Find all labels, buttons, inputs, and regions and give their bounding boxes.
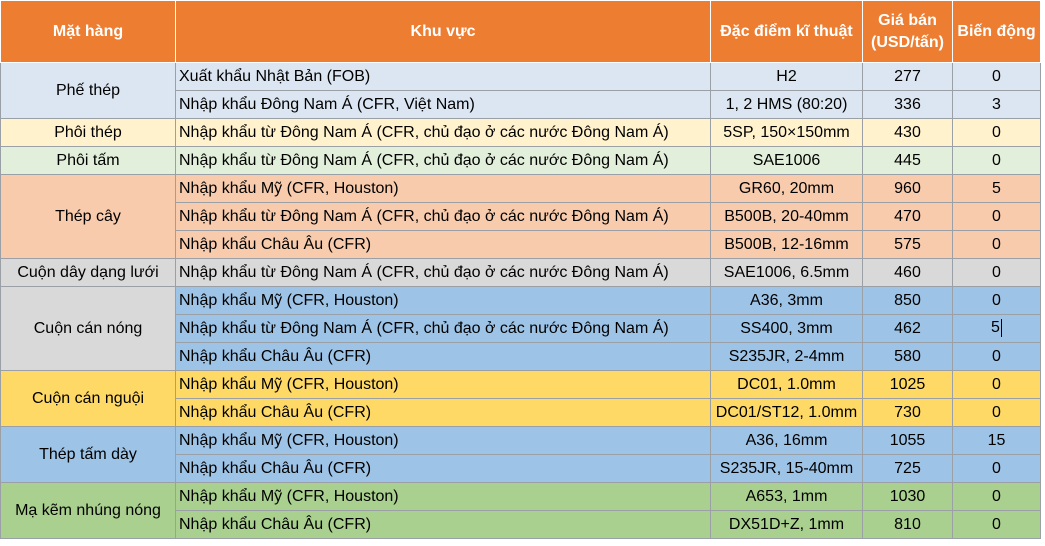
- spec-cell[interactable]: S235JR, 15-40mm: [710, 454, 863, 483]
- spec-cell[interactable]: 5SP, 150×150mm: [710, 118, 863, 147]
- change-cell[interactable]: 3: [952, 90, 1041, 119]
- spec-cell[interactable]: S235JR, 2-4mm: [710, 342, 863, 371]
- spec-cell[interactable]: 1, 2 HMS (80:20): [710, 90, 863, 119]
- spec-cell[interactable]: DX51D+Z, 1mm: [710, 510, 863, 539]
- product-cell-cuon-day[interactable]: Cuộn dây dạng lưới: [0, 258, 176, 287]
- spec-cell[interactable]: GR60, 20mm: [710, 174, 863, 203]
- price-cell[interactable]: 430: [862, 118, 953, 147]
- spec-cell[interactable]: B500B, 12-16mm: [710, 230, 863, 259]
- header-price-line2: (USD/tấn): [871, 33, 944, 51]
- region-cell[interactable]: Nhập khẩu từ Đông Nam Á (CFR, chủ đạo ở …: [175, 146, 711, 175]
- change-cell-active[interactable]: 5: [952, 314, 1041, 343]
- price-cell[interactable]: 580: [862, 342, 953, 371]
- change-cell[interactable]: 0: [952, 62, 1041, 91]
- table-row: Cuộn cán nóng Nhập khẩu Mỹ (CFR, Houston…: [0, 286, 1041, 371]
- spec-cell[interactable]: SAE1006: [710, 146, 863, 175]
- change-cell[interactable]: 0: [952, 342, 1041, 371]
- price-cell[interactable]: 850: [862, 286, 953, 315]
- table-row: Cuộn dây dạng lưới Nhập khẩu từ Đông Nam…: [0, 258, 1041, 287]
- region-cell[interactable]: Nhập khẩu Đông Nam Á (CFR, Việt Nam): [175, 90, 711, 119]
- table-row: Thép tấm dày Nhập khẩu Mỹ (CFR, Houston)…: [0, 426, 1041, 483]
- price-cell[interactable]: 1030: [862, 482, 953, 511]
- change-cell[interactable]: 0: [952, 398, 1041, 427]
- price-cell[interactable]: 1025: [862, 370, 953, 399]
- price-cell[interactable]: 1055: [862, 426, 953, 455]
- region-cell[interactable]: Nhập khẩu Châu Âu (CFR): [175, 230, 711, 259]
- product-cell-thep-cay[interactable]: Thép cây: [0, 174, 176, 259]
- spec-cell[interactable]: B500B, 20-40mm: [710, 202, 863, 231]
- change-cell[interactable]: 0: [952, 482, 1041, 511]
- table-row: Mạ kẽm nhúng nóng Nhập khẩu Mỹ (CFR, Hou…: [0, 482, 1041, 539]
- change-cell[interactable]: 15: [952, 426, 1041, 455]
- region-cell[interactable]: Nhập khẩu Mỹ (CFR, Houston): [175, 174, 711, 203]
- spec-cell[interactable]: SAE1006, 6.5mm: [710, 258, 863, 287]
- change-cell[interactable]: 0: [952, 286, 1041, 315]
- table-row: Thép cây Nhập khẩu Mỹ (CFR, Houston) GR6…: [0, 174, 1041, 259]
- table-row: Phôi thép Nhập khẩu từ Đông Nam Á (CFR, …: [0, 118, 1041, 147]
- spec-cell[interactable]: DC01/ST12, 1.0mm: [710, 398, 863, 427]
- header-change[interactable]: Biến động: [952, 0, 1041, 63]
- product-cell-cuon-can-nong[interactable]: Cuộn cán nóng: [0, 286, 176, 371]
- change-cell[interactable]: 0: [952, 230, 1041, 259]
- change-cell[interactable]: 0: [952, 118, 1041, 147]
- change-cell[interactable]: 0: [952, 510, 1041, 539]
- change-value: 5: [991, 319, 1000, 337]
- price-cell[interactable]: 575: [862, 230, 953, 259]
- region-cell[interactable]: Nhập khẩu Châu Âu (CFR): [175, 454, 711, 483]
- region-cell[interactable]: Nhập khẩu Mỹ (CFR, Houston): [175, 426, 711, 455]
- region-cell[interactable]: Nhập khẩu từ Đông Nam Á (CFR, chủ đạo ở …: [175, 258, 711, 287]
- product-cell-thep-tam-day[interactable]: Thép tấm dày: [0, 426, 176, 483]
- region-cell[interactable]: Xuất khẩu Nhật Bản (FOB): [175, 62, 711, 91]
- price-cell[interactable]: 810: [862, 510, 953, 539]
- region-cell[interactable]: Nhập khẩu Châu Âu (CFR): [175, 342, 711, 371]
- product-cell-cuon-can-nguoi[interactable]: Cuộn cán nguội: [0, 370, 176, 427]
- change-cell[interactable]: 0: [952, 202, 1041, 231]
- header-spec[interactable]: Đặc điểm kĩ thuật: [710, 0, 863, 63]
- change-cell[interactable]: 0: [952, 146, 1041, 175]
- region-cell[interactable]: Nhập khẩu Mỹ (CFR, Houston): [175, 370, 711, 399]
- price-cell[interactable]: 725: [862, 454, 953, 483]
- price-cell[interactable]: 470: [862, 202, 953, 231]
- header-price-line1: Giá bán: [878, 11, 937, 29]
- price-cell[interactable]: 445: [862, 146, 953, 175]
- text-cursor: [1000, 319, 1002, 338]
- change-cell[interactable]: 0: [952, 370, 1041, 399]
- header-product[interactable]: Mặt hàng: [0, 0, 176, 63]
- price-cell[interactable]: 336: [862, 90, 953, 119]
- table-row: Nhập khẩu Đông Nam Á (CFR, Việt Nam) 1, …: [0, 90, 1041, 119]
- price-cell[interactable]: 277: [862, 62, 953, 91]
- product-cell-ma-kem[interactable]: Mạ kẽm nhúng nóng: [0, 482, 176, 539]
- price-cell[interactable]: 960: [862, 174, 953, 203]
- change-cell[interactable]: 0: [952, 258, 1041, 287]
- change-cell[interactable]: 0: [952, 454, 1041, 483]
- spec-cell[interactable]: A36, 16mm: [710, 426, 863, 455]
- change-cell[interactable]: 5: [952, 174, 1041, 203]
- table-row: Phôi tấm Nhập khẩu từ Đông Nam Á (CFR, c…: [0, 146, 1041, 175]
- spec-cell[interactable]: A653, 1mm: [710, 482, 863, 511]
- price-cell[interactable]: 730: [862, 398, 953, 427]
- region-cell[interactable]: Nhập khẩu Mỹ (CFR, Houston): [175, 482, 711, 511]
- region-cell[interactable]: Nhập khẩu Châu Âu (CFR): [175, 510, 711, 539]
- header-row: Mặt hàng Khu vực Đặc điểm kĩ thuật Giá b…: [0, 0, 1041, 63]
- region-cell[interactable]: Nhập khẩu Mỹ (CFR, Houston): [175, 286, 711, 315]
- table-row: Cuộn cán nguội Nhập khẩu Mỹ (CFR, Housto…: [0, 370, 1041, 427]
- spec-cell[interactable]: H2: [710, 62, 863, 91]
- product-cell-phoi-tam[interactable]: Phôi tấm: [0, 146, 176, 175]
- spec-cell[interactable]: SS400, 3mm: [710, 314, 863, 343]
- region-cell[interactable]: Nhập khẩu Châu Âu (CFR): [175, 398, 711, 427]
- spec-cell[interactable]: A36, 3mm: [710, 286, 863, 315]
- table-row: Phế thép Xuất khẩu Nhật Bản (FOB) H2 277…: [0, 62, 1041, 119]
- region-cell[interactable]: Nhập khẩu từ Đông Nam Á (CFR, chủ đạo ở …: [175, 118, 711, 147]
- price-cell[interactable]: 460: [862, 258, 953, 287]
- product-cell-phoi-thep[interactable]: Phôi thép: [0, 118, 176, 147]
- header-price[interactable]: Giá bán (USD/tấn): [862, 0, 953, 63]
- product-cell-phe-thep[interactable]: Phế thép: [0, 62, 176, 119]
- header-region[interactable]: Khu vực: [175, 0, 711, 63]
- region-cell[interactable]: Nhập khẩu từ Đông Nam Á (CFR, chủ đạo ở …: [175, 314, 711, 343]
- region-cell[interactable]: Nhập khẩu từ Đông Nam Á (CFR, chủ đạo ở …: [175, 202, 711, 231]
- price-cell[interactable]: 462: [862, 314, 953, 343]
- spec-cell[interactable]: DC01, 1.0mm: [710, 370, 863, 399]
